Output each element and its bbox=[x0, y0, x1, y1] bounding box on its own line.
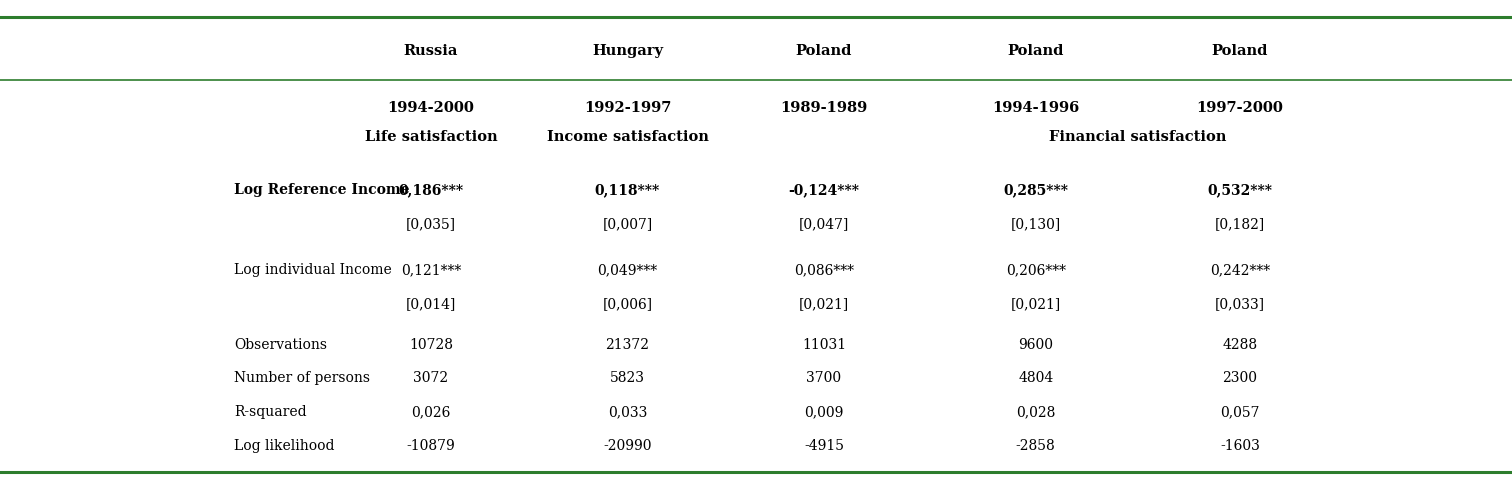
Text: Poland: Poland bbox=[1211, 43, 1269, 58]
Text: Life satisfaction: Life satisfaction bbox=[364, 130, 497, 145]
Text: Poland: Poland bbox=[795, 43, 853, 58]
Text: 0,121***: 0,121*** bbox=[401, 263, 461, 277]
Text: Financial satisfaction: Financial satisfaction bbox=[1049, 130, 1226, 145]
Text: 1994-2000: 1994-2000 bbox=[387, 101, 475, 116]
Text: 0,026: 0,026 bbox=[411, 405, 451, 419]
Text: 3072: 3072 bbox=[413, 371, 449, 386]
Text: [0,021]: [0,021] bbox=[798, 296, 850, 311]
Text: -4915: -4915 bbox=[804, 439, 844, 453]
Text: 0,206***: 0,206*** bbox=[1005, 263, 1066, 277]
Text: Log individual Income: Log individual Income bbox=[234, 263, 392, 277]
Text: 1989-1989: 1989-1989 bbox=[780, 101, 868, 116]
Text: 0,086***: 0,086*** bbox=[794, 263, 854, 277]
Text: [0,035]: [0,035] bbox=[405, 217, 457, 231]
Text: Log likelihood: Log likelihood bbox=[234, 439, 334, 453]
Text: R-squared: R-squared bbox=[234, 405, 307, 419]
Text: [0,006]: [0,006] bbox=[602, 296, 653, 311]
Text: Log Reference Income: Log Reference Income bbox=[234, 183, 410, 198]
Text: Hungary: Hungary bbox=[593, 43, 662, 58]
Text: [0,021]: [0,021] bbox=[1010, 296, 1061, 311]
Text: 0,049***: 0,049*** bbox=[597, 263, 658, 277]
Text: 0,057: 0,057 bbox=[1220, 405, 1259, 419]
Text: 1994-1996: 1994-1996 bbox=[992, 101, 1080, 116]
Text: Russia: Russia bbox=[404, 43, 458, 58]
Text: 9600: 9600 bbox=[1018, 337, 1054, 352]
Text: [0,014]: [0,014] bbox=[405, 296, 457, 311]
Text: Number of persons: Number of persons bbox=[234, 371, 370, 386]
Text: 4288: 4288 bbox=[1222, 337, 1258, 352]
Text: 0,118***: 0,118*** bbox=[594, 183, 661, 198]
Text: 21372: 21372 bbox=[605, 337, 650, 352]
Text: [0,047]: [0,047] bbox=[798, 217, 850, 231]
Text: -1603: -1603 bbox=[1220, 439, 1259, 453]
Text: 0,186***: 0,186*** bbox=[398, 183, 464, 198]
Text: [0,033]: [0,033] bbox=[1214, 296, 1266, 311]
Text: 0,242***: 0,242*** bbox=[1210, 263, 1270, 277]
Text: -10879: -10879 bbox=[407, 439, 455, 453]
Text: 0,028: 0,028 bbox=[1016, 405, 1055, 419]
Text: [0,007]: [0,007] bbox=[602, 217, 653, 231]
Text: 3700: 3700 bbox=[806, 371, 842, 386]
Text: Income satisfaction: Income satisfaction bbox=[546, 130, 709, 145]
Text: 2300: 2300 bbox=[1222, 371, 1258, 386]
Text: 0,033: 0,033 bbox=[608, 405, 647, 419]
Text: [0,130]: [0,130] bbox=[1010, 217, 1061, 231]
Text: [0,182]: [0,182] bbox=[1214, 217, 1266, 231]
Text: Observations: Observations bbox=[234, 337, 328, 352]
Text: 0,285***: 0,285*** bbox=[1004, 183, 1067, 198]
Text: 0,532***: 0,532*** bbox=[1208, 183, 1272, 198]
Text: 10728: 10728 bbox=[408, 337, 454, 352]
Text: -20990: -20990 bbox=[603, 439, 652, 453]
Text: 1992-1997: 1992-1997 bbox=[584, 101, 671, 116]
Text: 11031: 11031 bbox=[801, 337, 847, 352]
Text: 4804: 4804 bbox=[1018, 371, 1054, 386]
Text: -2858: -2858 bbox=[1016, 439, 1055, 453]
Text: -0,124***: -0,124*** bbox=[789, 183, 859, 198]
Text: Poland: Poland bbox=[1007, 43, 1064, 58]
Text: 0,009: 0,009 bbox=[804, 405, 844, 419]
Text: 1997-2000: 1997-2000 bbox=[1196, 101, 1284, 116]
Text: 5823: 5823 bbox=[609, 371, 646, 386]
